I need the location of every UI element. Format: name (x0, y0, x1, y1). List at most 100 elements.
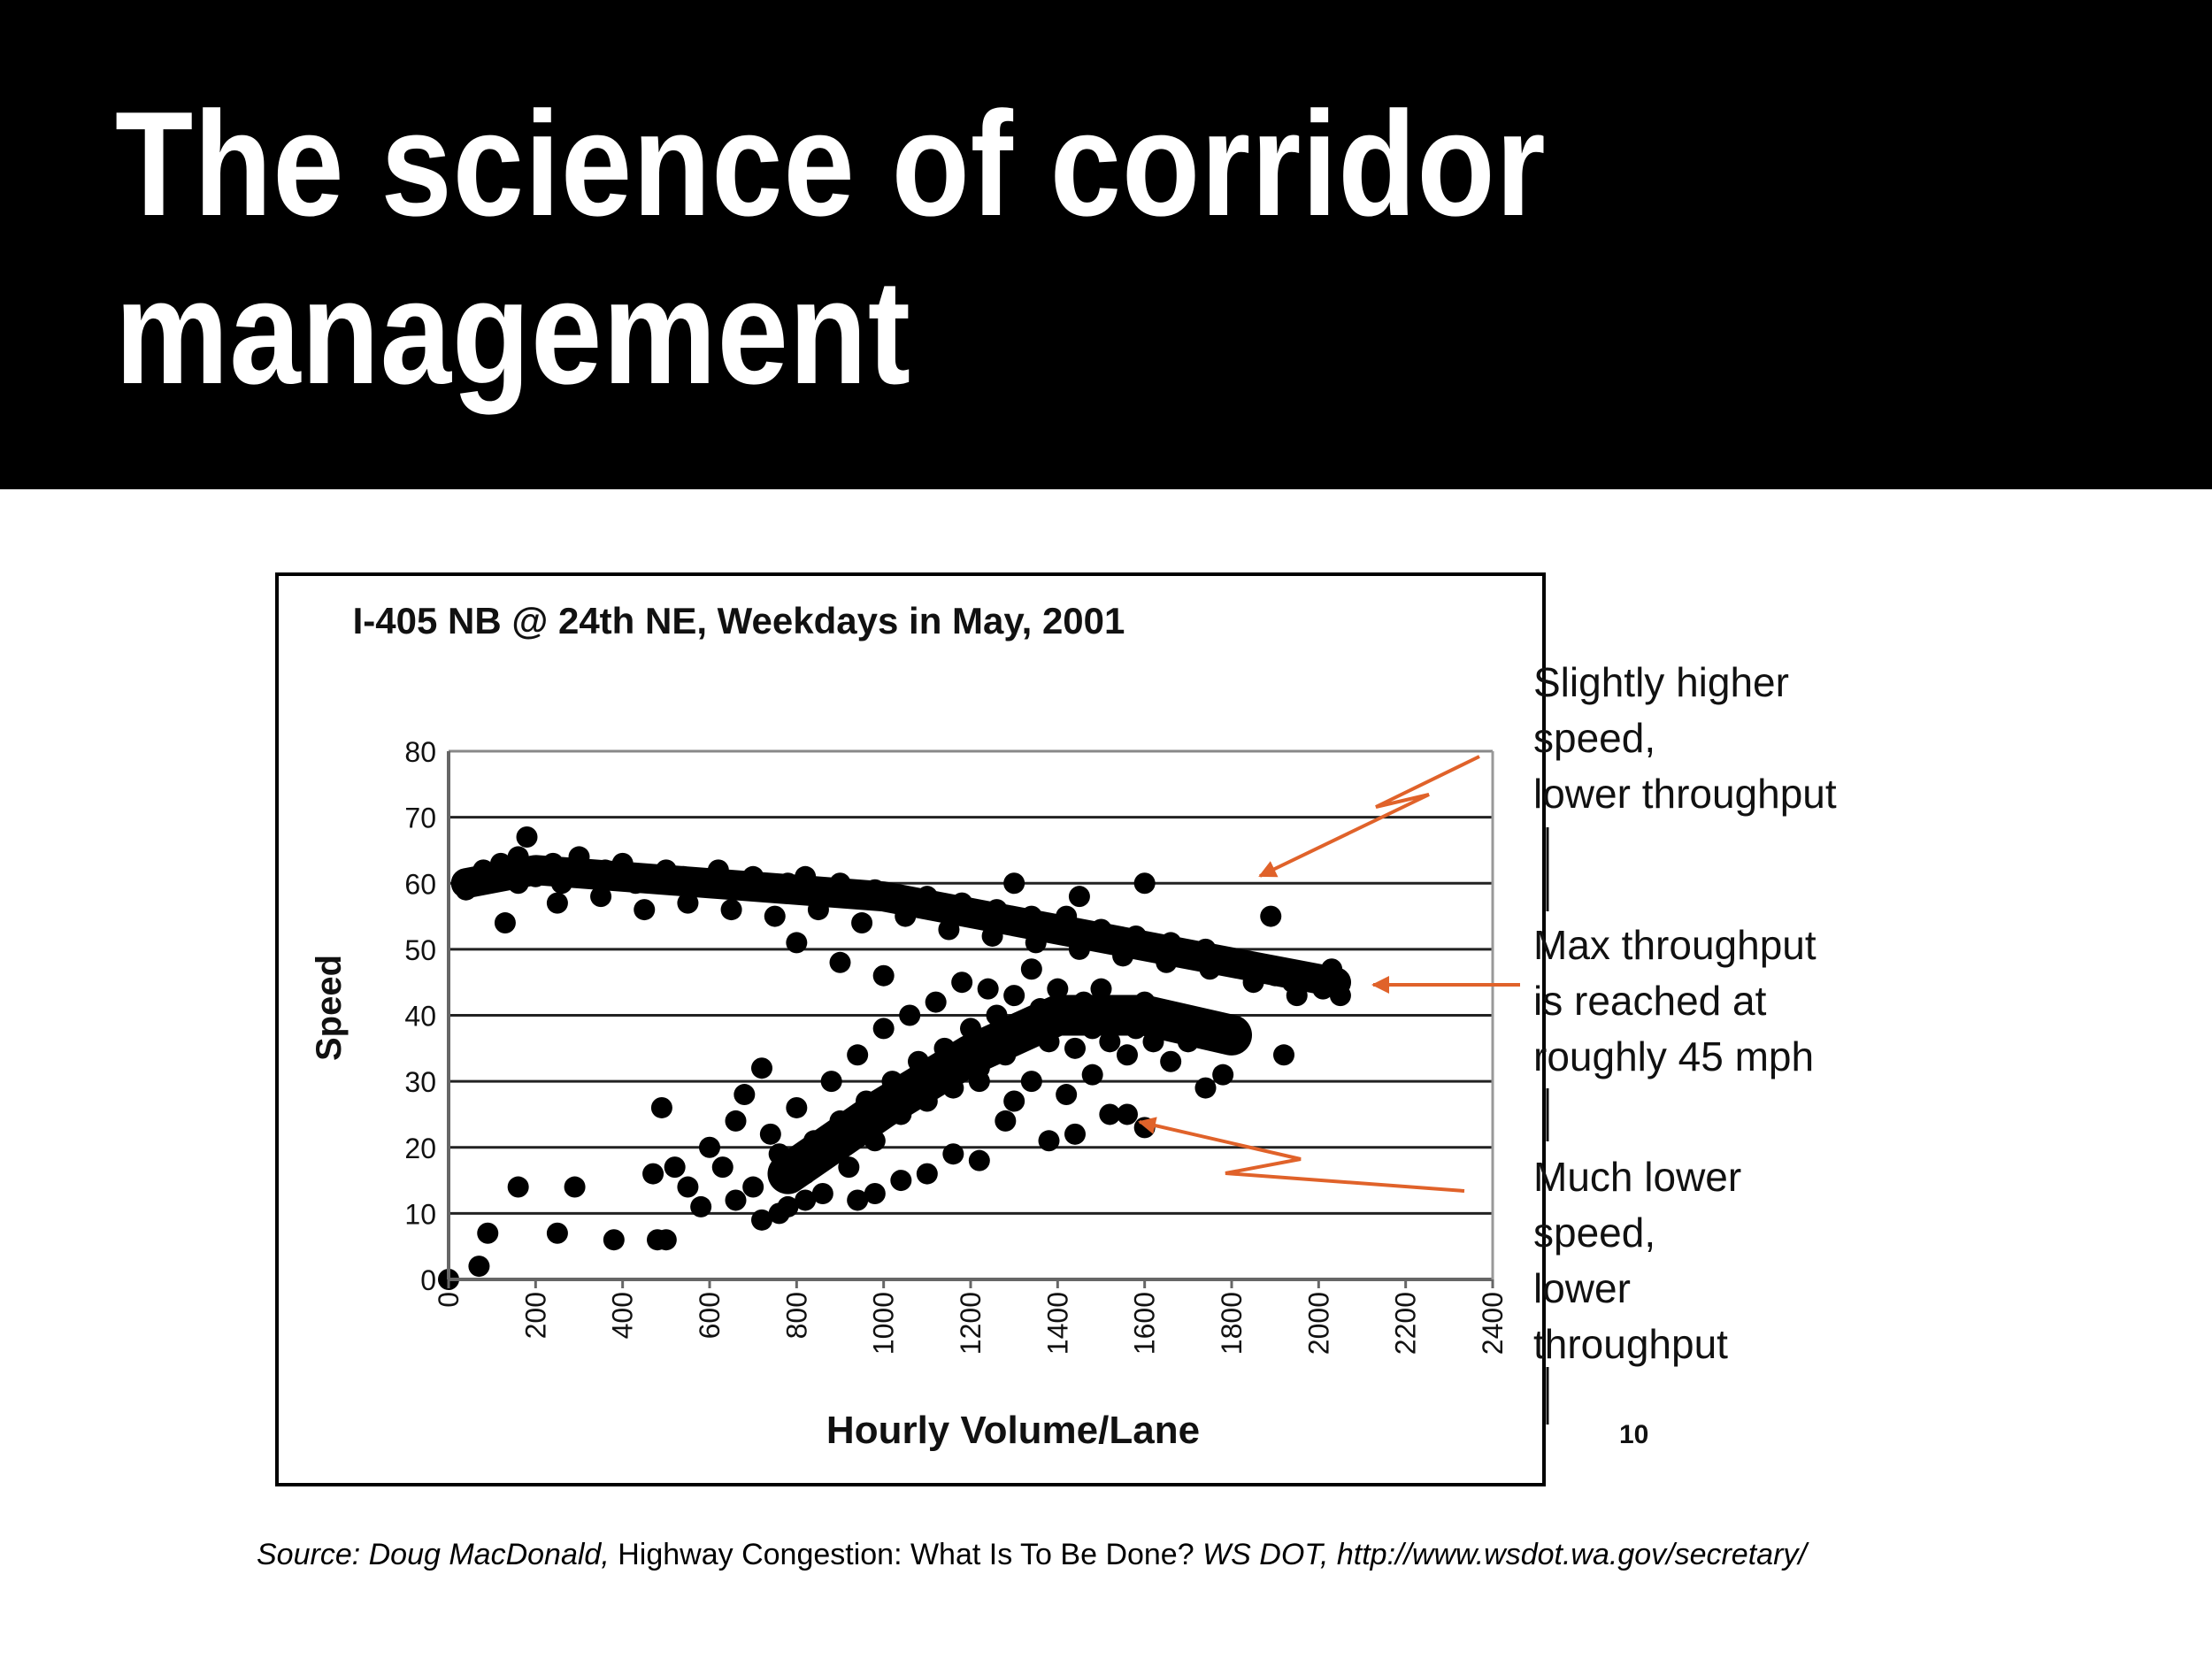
data-point (786, 1096, 808, 1118)
x-tick-label: 2400 (1477, 1292, 1509, 1355)
data-point (603, 1229, 625, 1251)
data-point (1090, 978, 1112, 1000)
data-point (1003, 985, 1025, 1007)
data-point (751, 1057, 772, 1079)
data-point (851, 912, 873, 934)
data-point (677, 1176, 699, 1198)
data-point (768, 1202, 790, 1225)
source-prefix: Source: Doug MacDonald, (257, 1538, 610, 1571)
data-point (864, 1182, 886, 1204)
annotation-line: is reached at (1533, 978, 1767, 1024)
x-tick-label: 200 (519, 1292, 551, 1339)
data-point (925, 991, 947, 1013)
chart-title: I-405 NB @ 24th NE, Weekdays in May, 200… (353, 600, 1125, 641)
data-point (899, 1004, 921, 1026)
data-point (829, 951, 851, 973)
y-tick-label: 80 (404, 736, 436, 768)
uncongested-point-cloud (450, 855, 1351, 998)
data-point (1003, 872, 1025, 895)
y-tick-label: 70 (404, 803, 436, 834)
data-point (838, 1156, 860, 1179)
data-point (968, 1149, 990, 1171)
data-point (1194, 1077, 1217, 1099)
data-point (820, 1071, 842, 1093)
data-point (725, 1110, 747, 1132)
data-point (642, 1163, 664, 1185)
data-point (1047, 978, 1069, 1000)
data-point (759, 1123, 781, 1145)
annotation-line: Slightly higher (1533, 659, 1789, 705)
y-tick-label: 0 (420, 1264, 436, 1296)
y-axis-label: Speed (310, 955, 349, 1061)
x-tick-label: 2000 (1302, 1292, 1334, 1355)
data-point (811, 1182, 833, 1204)
x-tick-label: 400 (607, 1292, 639, 1339)
data-point (494, 912, 516, 934)
source-org: WS DOT, (1202, 1538, 1329, 1571)
data-point (699, 1136, 720, 1158)
annotation-line: Much lower (1533, 1154, 1742, 1200)
data-point (977, 978, 999, 1000)
data-point (847, 1044, 869, 1066)
data-point (742, 1176, 764, 1198)
data-point (890, 1170, 912, 1192)
annotation-line: speed, (1533, 715, 1656, 761)
data-point (516, 826, 538, 849)
x-tick-label: 1000 (868, 1292, 900, 1355)
data-point (872, 964, 895, 987)
data-point (1020, 958, 1042, 980)
data-point (1117, 1044, 1138, 1066)
x-tick-label: 1800 (1216, 1292, 1248, 1355)
data-point (733, 1084, 756, 1106)
page-number: 10 (1619, 1420, 1649, 1449)
x-tick-label: 1600 (1129, 1292, 1161, 1355)
data-point (564, 1176, 586, 1198)
y-tick-label: 10 (404, 1198, 436, 1230)
data-point (751, 1209, 772, 1231)
data-points (438, 826, 1351, 1290)
y-tick-label: 60 (404, 868, 436, 900)
annotation-line: speed, (1533, 1210, 1656, 1256)
annotation-much-lower-speed: Much lower speed, lower throughput (1533, 1149, 1741, 1372)
data-point (1160, 1050, 1182, 1072)
data-point (690, 1195, 712, 1217)
data-point (1099, 1103, 1121, 1125)
slide-title-line-1: The science of corridor (115, 81, 1547, 247)
data-point (590, 886, 612, 908)
data-point (1068, 886, 1090, 908)
x-axis-label: Hourly Volume/Lane (826, 1409, 1200, 1452)
y-tick-label: 40 (404, 1001, 436, 1033)
annotation-line: lower throughput (1533, 771, 1837, 817)
y-tick-label: 30 (404, 1066, 436, 1098)
source-work-title: Highway Congestion: What Is To Be Done? (618, 1538, 1194, 1571)
slide-title: The science of corridor management (115, 80, 1547, 416)
data-point (847, 1189, 869, 1211)
data-point (634, 899, 656, 921)
data-point (916, 1163, 938, 1185)
data-point (725, 1189, 747, 1211)
data-point (546, 1222, 568, 1244)
y-tick-label: 20 (404, 1133, 436, 1164)
data-point (1117, 1103, 1138, 1125)
data-point (1273, 1044, 1294, 1066)
data-point (664, 1156, 686, 1179)
data-point (655, 1229, 677, 1251)
data-point (872, 1018, 895, 1040)
x-tick-label: 2200 (1390, 1292, 1422, 1355)
data-point (677, 892, 699, 914)
chart-frame: I-405 NB @ 24th NE, Weekdays in May, 200… (275, 572, 1546, 1486)
data-point (546, 892, 568, 914)
data-point (1064, 1037, 1086, 1059)
data-point (1038, 1130, 1060, 1152)
annotation-line: throughput (1533, 1321, 1728, 1367)
annotation-line: lower (1533, 1265, 1631, 1311)
data-point (720, 899, 742, 921)
data-point (507, 1176, 529, 1198)
scatter-chart: I-405 NB @ 24th NE, Weekdays in May, 200… (310, 600, 1509, 1452)
data-point (764, 905, 786, 927)
x-tick-label: 0 (433, 1292, 465, 1308)
data-point (1133, 872, 1156, 895)
title-banner: The science of corridor management (0, 0, 2212, 489)
data-point (477, 1222, 499, 1244)
